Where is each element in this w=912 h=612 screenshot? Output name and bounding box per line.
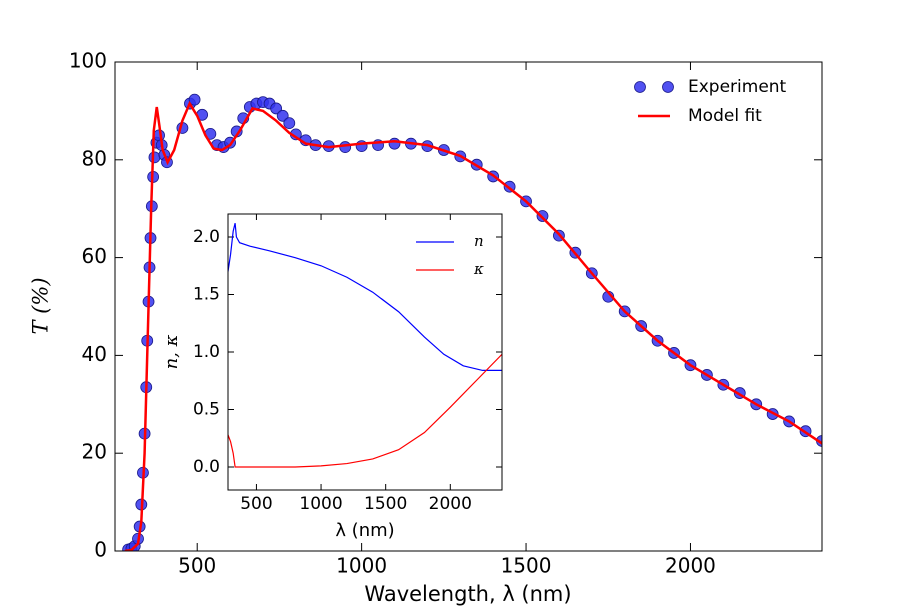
data-point xyxy=(388,137,401,150)
data-point xyxy=(276,109,289,122)
y-tick-label: 40 xyxy=(82,342,107,366)
data-point xyxy=(188,93,201,106)
data-point xyxy=(270,102,283,115)
plot-marks xyxy=(228,223,502,468)
x-tick-label: 2000 xyxy=(665,554,716,578)
data-line xyxy=(228,223,502,371)
legend-label: Model fit xyxy=(688,106,762,126)
y-tick-label: 1.0 xyxy=(193,342,220,362)
y-tick-label: 80 xyxy=(82,146,107,170)
data-point xyxy=(148,151,161,164)
data-point xyxy=(283,117,296,130)
y-axis-label: T (%) xyxy=(29,277,53,334)
data-line xyxy=(228,353,502,468)
x-tick-label: 500 xyxy=(178,554,216,578)
plot-marks xyxy=(122,93,822,551)
y-tick-label: 0.0 xyxy=(193,457,220,477)
legend-label: κ xyxy=(473,260,484,278)
x-axis-label: Wavelength, λ (nm) xyxy=(364,582,571,606)
axes-frame xyxy=(114,61,823,552)
x-tick-label: 500 xyxy=(240,494,272,514)
x-tick-label: 1000 xyxy=(299,494,342,514)
y-tick-label: 0.5 xyxy=(193,400,220,420)
axes-frame xyxy=(227,213,503,491)
legend-label: n xyxy=(474,232,484,250)
y-tick-label: 2.0 xyxy=(193,227,220,247)
data-line xyxy=(124,100,822,551)
x-tick-label: 1000 xyxy=(336,554,387,578)
legend-marker xyxy=(662,81,674,93)
legend-label: Experiment xyxy=(688,77,787,97)
x-axis-label: λ (nm) xyxy=(335,520,394,541)
y-tick-label: 100 xyxy=(69,49,107,73)
x-tick-label: 1500 xyxy=(501,554,552,578)
x-tick-label: 2000 xyxy=(429,494,472,514)
y-tick-label: 0 xyxy=(94,538,107,562)
y-tick-label: 20 xyxy=(82,440,107,464)
y-tick-label: 1.5 xyxy=(193,285,220,305)
inset-plot: 500 1000 1500 2000 0.0 0.5 1.0 1.5 2.0 nκ λ (nm) n,… xyxy=(161,213,503,541)
legend-marker xyxy=(634,81,646,93)
x-tick-label: 1500 xyxy=(364,494,407,514)
y-axis-label: n, κ xyxy=(161,334,182,369)
plot-area xyxy=(228,214,502,490)
y-tick-label: 60 xyxy=(82,244,107,268)
data-point xyxy=(339,141,352,153)
